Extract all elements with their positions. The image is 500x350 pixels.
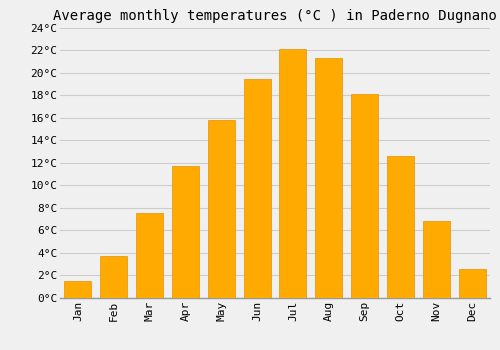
Bar (208, 120, 234, 298)
Bar (172, 166, 199, 298)
Bar (387, 156, 414, 298)
Bar (136, 213, 163, 298)
Bar (316, 58, 342, 298)
Bar (64, 281, 92, 297)
Bar (244, 78, 270, 298)
Title: Average monthly temperatures (°C ) in Paderno Dugnano: Average monthly temperatures (°C ) in Pa… (53, 9, 497, 23)
Bar (100, 256, 127, 298)
Bar (458, 270, 485, 298)
Bar (423, 221, 450, 298)
Bar (351, 94, 378, 298)
Bar (280, 49, 306, 298)
